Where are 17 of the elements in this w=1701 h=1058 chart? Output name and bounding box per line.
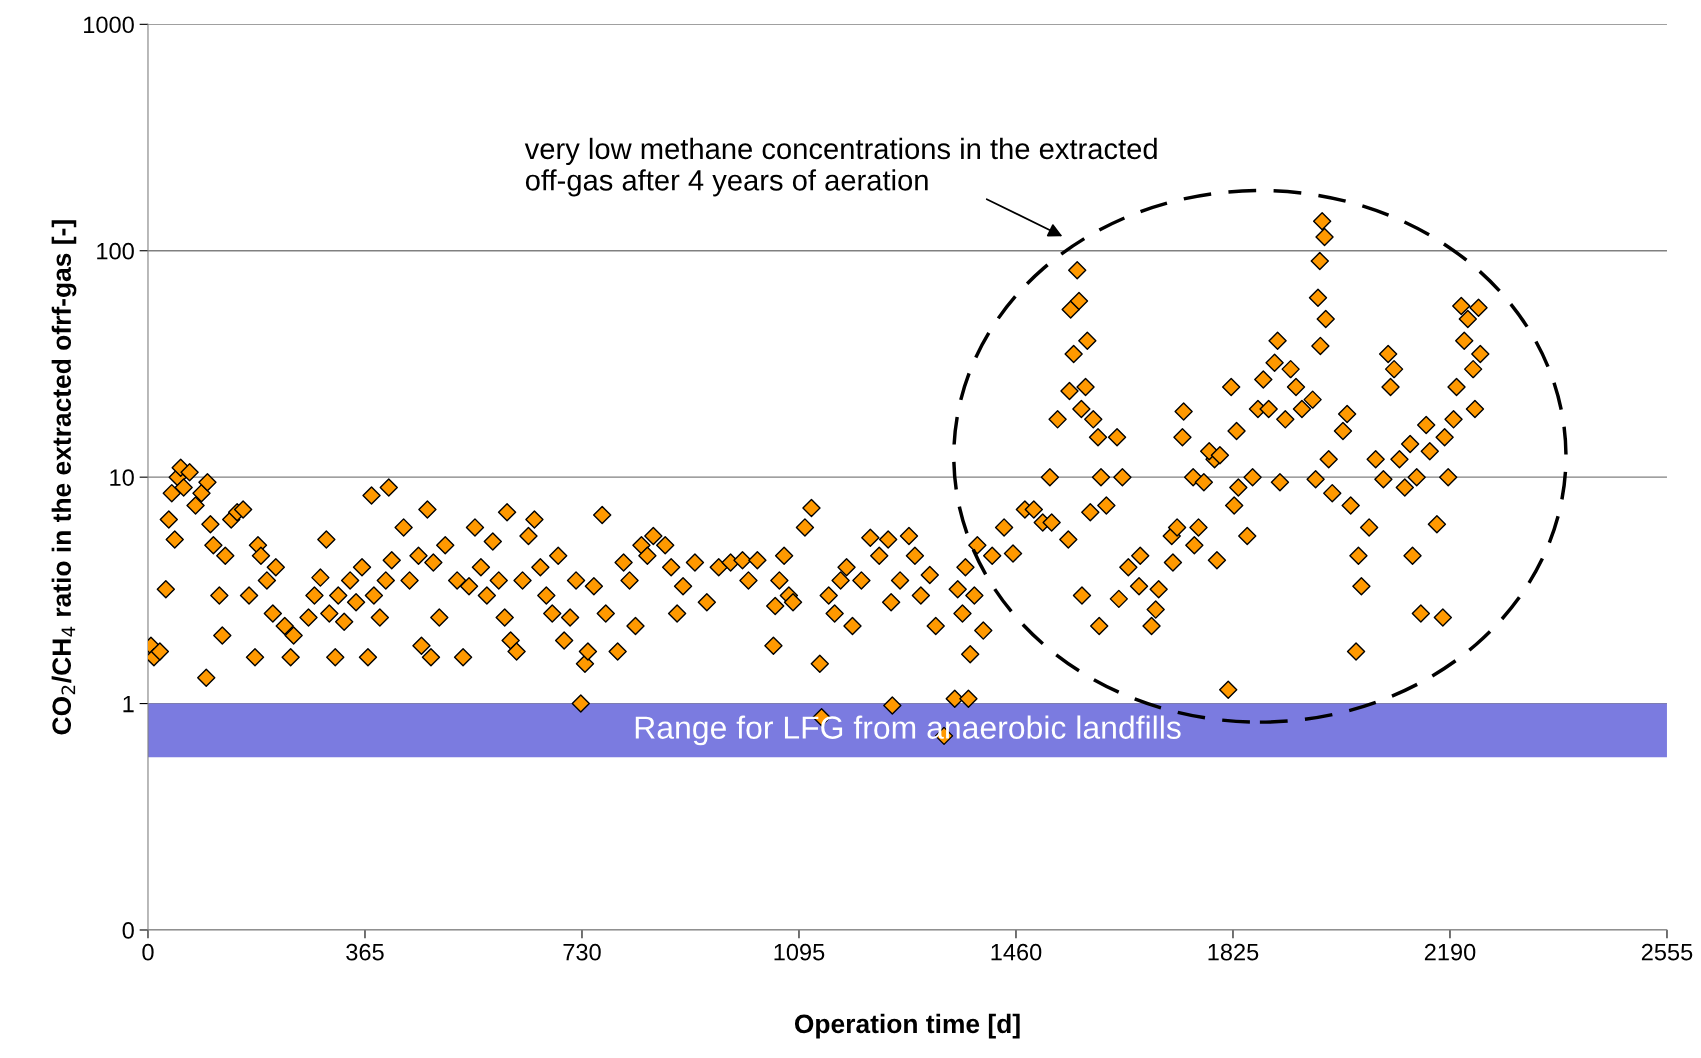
x-tick-label: 0 bbox=[142, 943, 154, 961]
y-tick-label: 100 bbox=[97, 242, 134, 260]
annotation: very low methane concentrations in the extracted off-gas after 4 years of aeration bbox=[524, 137, 1157, 197]
y-tick-label: 10 bbox=[110, 469, 134, 486]
x-axis-title: Operation time [d] bbox=[794, 1013, 1020, 1039]
x-tick-label: 2555 bbox=[1641, 943, 1693, 961]
x-tick-label: 2190 bbox=[1424, 943, 1476, 961]
x-tick-label: 1460 bbox=[991, 943, 1042, 961]
y-tick-label: 0 bbox=[122, 922, 134, 939]
band-label: Range for LFG from anaerobic landfills bbox=[635, 715, 1181, 746]
x-tick-label: 1825 bbox=[1208, 943, 1259, 961]
x-tick-label: 365 bbox=[346, 943, 384, 961]
x-tick-label: 730 bbox=[563, 943, 601, 961]
y-axis-title: CO$_{2}$/CH$_{4}$ ratio in the extracted ofrf-gas [-] bbox=[51, 220, 77, 735]
y-tick-label: 1 bbox=[123, 695, 134, 713]
x-tick-label: 1095 bbox=[774, 943, 825, 961]
y-tick-label: 1000 bbox=[84, 16, 134, 34]
